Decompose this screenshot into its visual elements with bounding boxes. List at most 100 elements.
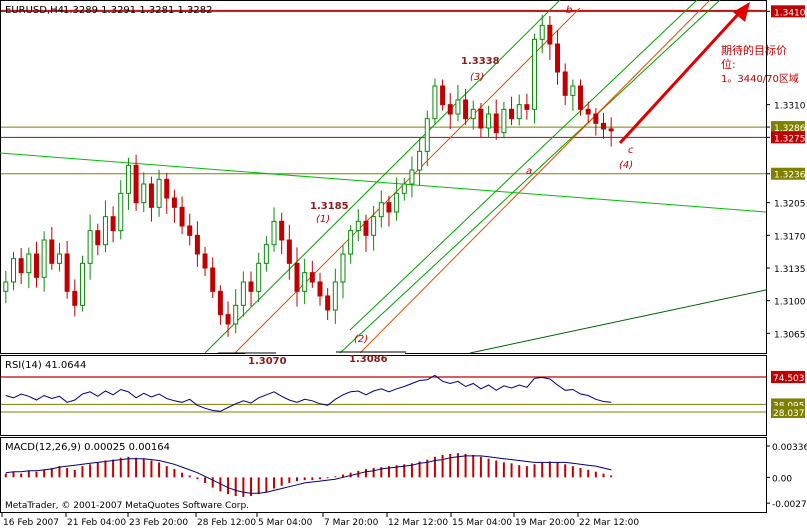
candle-body bbox=[202, 253, 208, 269]
candle-body bbox=[608, 128, 614, 132]
candle-body bbox=[210, 267, 216, 292]
wave-c-label: c bbox=[628, 145, 634, 156]
candle bbox=[516, 94, 522, 126]
candle-body bbox=[601, 122, 607, 130]
channel-inner-upper-line bbox=[234, 7, 581, 354]
candle bbox=[555, 30, 561, 85]
time-tick-label: 28 Feb 12:00 bbox=[197, 518, 256, 528]
candle-body bbox=[18, 258, 24, 274]
candle-body bbox=[570, 85, 576, 96]
candle bbox=[562, 63, 568, 105]
rsi-panel[interactable] bbox=[0, 355, 767, 436]
candle bbox=[447, 93, 453, 129]
macd-signal-line bbox=[5, 455, 612, 494]
candle bbox=[263, 236, 269, 272]
candle-body bbox=[440, 85, 446, 106]
candle-body bbox=[378, 202, 384, 218]
candle-body bbox=[593, 113, 599, 124]
candle bbox=[332, 268, 338, 324]
price-level-tag bbox=[771, 121, 805, 134]
time-tick-label: 21 Feb 04:00 bbox=[67, 518, 126, 528]
rsi-level-tag-text: 28.0374 bbox=[773, 409, 807, 419]
candle bbox=[133, 154, 139, 211]
target-arrow bbox=[618, 2, 750, 145]
candle-body bbox=[509, 108, 515, 120]
candle-body bbox=[87, 230, 93, 264]
candle bbox=[363, 214, 369, 253]
candle bbox=[271, 207, 277, 252]
time-tick-label: 5 Mar 04:00 bbox=[258, 518, 313, 528]
candle-body bbox=[256, 262, 262, 292]
candle-body bbox=[355, 220, 361, 232]
candle bbox=[509, 96, 515, 126]
candle-body bbox=[470, 108, 476, 120]
candle-body bbox=[363, 220, 369, 236]
candle-body bbox=[141, 183, 147, 204]
time-tick-label: 16 Feb 2007 bbox=[3, 518, 59, 528]
wave-1-price-label: 1.3185 bbox=[310, 201, 349, 212]
candle-body bbox=[516, 104, 522, 120]
main-price-panel[interactable] bbox=[0, 0, 767, 354]
candle bbox=[378, 190, 384, 228]
time-tick-label: 22 Mar 12:00 bbox=[579, 518, 639, 528]
candle bbox=[539, 14, 545, 54]
candle-body bbox=[64, 253, 70, 292]
candle-body bbox=[10, 258, 16, 283]
candle bbox=[493, 99, 499, 140]
candle-body bbox=[26, 253, 32, 274]
target-note: 期待的目标价 位: 1。3440/70区域 bbox=[721, 43, 799, 85]
trend-line-ascending bbox=[469, 289, 767, 354]
candle-body bbox=[424, 118, 430, 152]
candle-body bbox=[401, 183, 407, 194]
candle-body bbox=[41, 239, 47, 278]
candle-body bbox=[3, 281, 9, 292]
time-tick-label: 12 Mar 12:00 bbox=[388, 518, 448, 528]
candle-body bbox=[493, 113, 499, 134]
candle bbox=[325, 287, 331, 321]
price-level-tag bbox=[771, 131, 805, 144]
candle bbox=[248, 271, 254, 307]
candle bbox=[26, 247, 32, 289]
ohlc-label: 1.3289 1.3291 1.3281 1.3282 bbox=[63, 5, 213, 16]
price-tick-label: 1.3205 bbox=[774, 200, 806, 210]
time-tick-label: 19 Mar 20:00 bbox=[515, 518, 575, 528]
candle bbox=[164, 172, 170, 214]
price-level-tag-text: 1.3236 bbox=[774, 171, 806, 181]
candle-body bbox=[463, 99, 469, 120]
candle bbox=[217, 285, 223, 325]
candle-body bbox=[56, 253, 62, 264]
rsi-level-tag bbox=[771, 405, 805, 418]
candle-body bbox=[539, 24, 545, 40]
candle bbox=[3, 270, 9, 304]
candle-body bbox=[348, 230, 354, 255]
candle bbox=[202, 246, 208, 277]
candle bbox=[294, 247, 300, 307]
channel-lower-line bbox=[349, 0, 698, 331]
time-tick-label: 15 Mar 04:00 bbox=[452, 518, 512, 528]
candle-body bbox=[110, 216, 116, 232]
price-level-tag-text: 1.3410 bbox=[774, 8, 806, 18]
candle-body bbox=[317, 281, 323, 297]
candle bbox=[386, 195, 392, 227]
candle-body bbox=[225, 314, 231, 325]
candle bbox=[547, 15, 553, 61]
candle-body bbox=[578, 85, 584, 110]
candle bbox=[210, 257, 216, 298]
wave-b-label: b bbox=[566, 5, 572, 16]
candle-body bbox=[279, 220, 285, 241]
candlestick-series bbox=[3, 14, 614, 337]
candle bbox=[501, 101, 507, 139]
time-tick-label: 7 Mar 20:00 bbox=[324, 518, 379, 528]
candle bbox=[56, 242, 62, 272]
copyright-label: MetaTrader, © 2001-2007 MetaQuotes Softw… bbox=[5, 501, 249, 511]
candle-body bbox=[133, 164, 139, 204]
candle-body bbox=[49, 239, 55, 264]
candle bbox=[570, 79, 576, 111]
candle-body bbox=[171, 197, 177, 208]
wave-2-label: (2) bbox=[354, 334, 368, 345]
candle-body bbox=[447, 104, 453, 115]
candle-body bbox=[194, 234, 200, 255]
rsi-line bbox=[5, 374, 612, 412]
candle bbox=[41, 231, 47, 292]
candle-body bbox=[585, 108, 591, 115]
